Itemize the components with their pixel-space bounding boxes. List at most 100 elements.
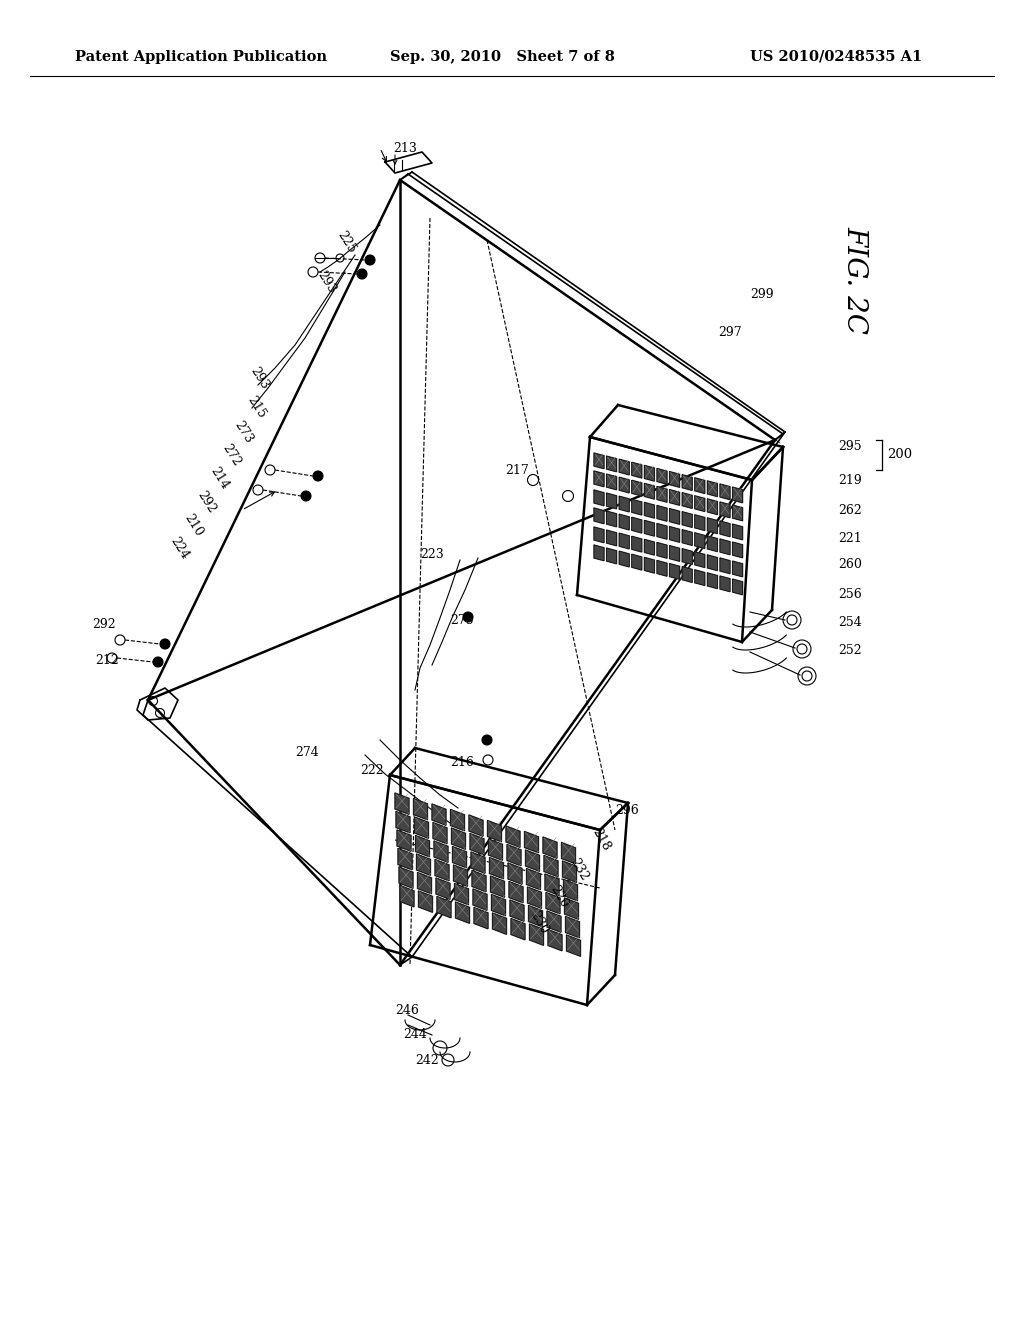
Text: 272: 272	[220, 441, 244, 469]
Text: 230: 230	[528, 909, 551, 937]
Circle shape	[365, 255, 375, 265]
Text: FIG. 2C: FIG. 2C	[842, 226, 868, 334]
Polygon shape	[419, 891, 432, 912]
Polygon shape	[433, 822, 447, 843]
Polygon shape	[470, 833, 484, 855]
Text: 256: 256	[838, 589, 862, 602]
Polygon shape	[632, 536, 642, 552]
Polygon shape	[695, 515, 705, 531]
Polygon shape	[682, 475, 692, 491]
Text: 215: 215	[245, 393, 268, 421]
Polygon shape	[732, 506, 742, 521]
Polygon shape	[469, 814, 483, 837]
Polygon shape	[657, 506, 667, 521]
Polygon shape	[695, 478, 705, 494]
Text: 219: 219	[838, 474, 862, 487]
Polygon shape	[436, 878, 450, 899]
Text: 262: 262	[838, 503, 862, 516]
Polygon shape	[399, 867, 413, 888]
Text: 221: 221	[838, 532, 862, 544]
Polygon shape	[732, 579, 742, 595]
Text: 218: 218	[590, 826, 613, 854]
Text: 260: 260	[838, 558, 862, 572]
Polygon shape	[632, 499, 642, 515]
Polygon shape	[562, 861, 577, 882]
Text: Sep. 30, 2010   Sheet 7 of 8: Sep. 30, 2010 Sheet 7 of 8	[390, 50, 614, 63]
Polygon shape	[708, 499, 718, 515]
Text: 273: 273	[232, 418, 256, 446]
Polygon shape	[396, 812, 410, 833]
Polygon shape	[606, 548, 616, 564]
Polygon shape	[632, 480, 642, 496]
Polygon shape	[451, 809, 465, 830]
Polygon shape	[682, 529, 692, 545]
Polygon shape	[506, 826, 520, 847]
Polygon shape	[489, 858, 504, 879]
Polygon shape	[507, 845, 521, 866]
Polygon shape	[644, 557, 654, 573]
Polygon shape	[454, 865, 468, 886]
Polygon shape	[418, 873, 431, 894]
Polygon shape	[606, 531, 616, 545]
Text: 216: 216	[450, 755, 474, 768]
Polygon shape	[620, 459, 629, 475]
Polygon shape	[564, 898, 579, 919]
Polygon shape	[563, 879, 578, 900]
Polygon shape	[453, 846, 467, 867]
Polygon shape	[720, 502, 730, 517]
Polygon shape	[644, 466, 654, 480]
Circle shape	[301, 491, 311, 502]
Text: US 2010/0248535 A1: US 2010/0248535 A1	[750, 50, 923, 63]
Polygon shape	[561, 842, 575, 863]
Text: 212: 212	[95, 653, 119, 667]
Polygon shape	[493, 913, 507, 935]
Text: 224: 224	[168, 535, 191, 561]
Polygon shape	[720, 539, 730, 554]
Circle shape	[482, 735, 492, 744]
Polygon shape	[594, 545, 604, 561]
Polygon shape	[657, 543, 667, 558]
Polygon shape	[632, 517, 642, 533]
Polygon shape	[511, 919, 525, 940]
Polygon shape	[455, 883, 469, 904]
Polygon shape	[400, 886, 414, 907]
Polygon shape	[594, 527, 604, 543]
Polygon shape	[620, 552, 629, 566]
Polygon shape	[417, 854, 430, 875]
Text: 200: 200	[887, 449, 912, 462]
Polygon shape	[594, 508, 604, 524]
Polygon shape	[606, 457, 616, 471]
Polygon shape	[606, 474, 616, 490]
Text: 292: 292	[195, 488, 218, 516]
Polygon shape	[708, 480, 718, 496]
Polygon shape	[657, 469, 667, 484]
Polygon shape	[682, 566, 692, 582]
Polygon shape	[508, 863, 522, 884]
Text: 232: 232	[568, 857, 591, 883]
Polygon shape	[670, 564, 680, 579]
Text: 295: 295	[838, 441, 861, 454]
Polygon shape	[644, 540, 654, 556]
Polygon shape	[670, 527, 680, 543]
Polygon shape	[548, 929, 562, 950]
Text: 292: 292	[92, 619, 116, 631]
Polygon shape	[632, 462, 642, 478]
Polygon shape	[547, 911, 561, 932]
Polygon shape	[670, 545, 680, 561]
Polygon shape	[708, 554, 718, 570]
Polygon shape	[620, 533, 629, 549]
Polygon shape	[594, 490, 604, 506]
Polygon shape	[528, 906, 543, 927]
Polygon shape	[474, 908, 488, 929]
Polygon shape	[397, 830, 411, 851]
Polygon shape	[732, 561, 742, 577]
Polygon shape	[545, 874, 559, 895]
Polygon shape	[490, 876, 505, 898]
Polygon shape	[395, 793, 409, 814]
Polygon shape	[524, 832, 539, 853]
Polygon shape	[509, 882, 523, 903]
Polygon shape	[594, 453, 604, 469]
Polygon shape	[525, 850, 540, 871]
Text: 296: 296	[615, 804, 639, 817]
Polygon shape	[488, 840, 503, 861]
